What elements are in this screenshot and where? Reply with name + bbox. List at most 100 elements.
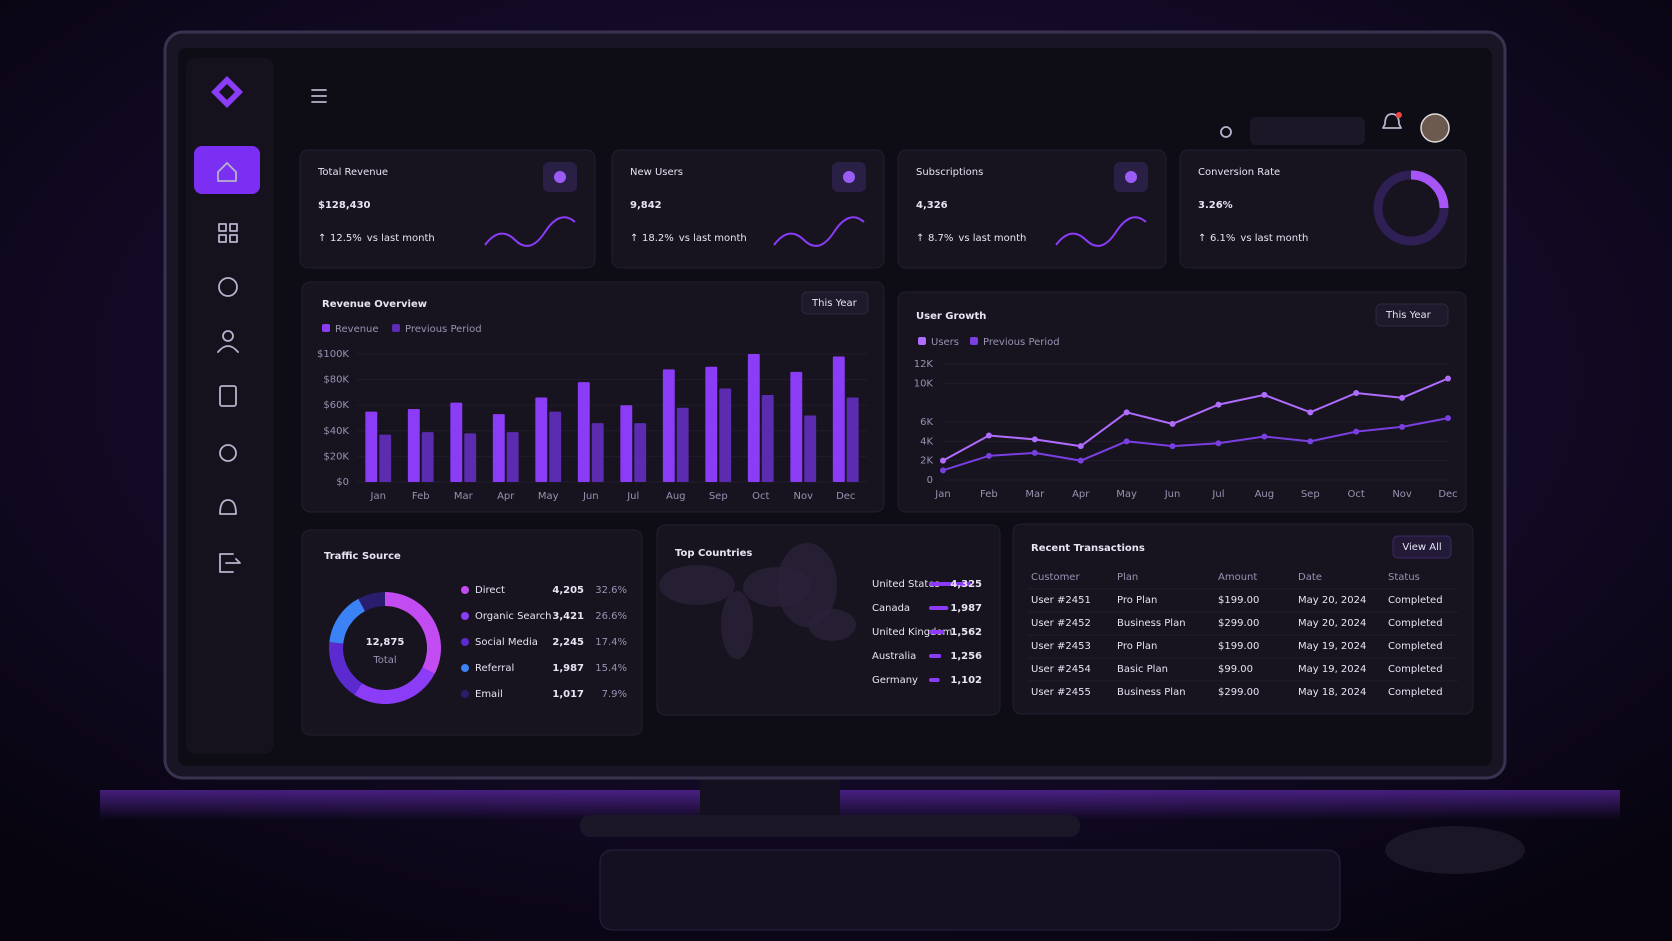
legend-label: Referral (475, 663, 514, 674)
search-button[interactable] (1220, 126, 1232, 138)
menu-button[interactable] (311, 89, 327, 103)
nav-notifications[interactable] (219, 499, 237, 515)
bar (464, 433, 477, 482)
nav-users[interactable] (222, 330, 234, 342)
panel (1012, 523, 1474, 715)
legend-label: Previous Period (405, 324, 482, 335)
point (1261, 433, 1268, 440)
bar (662, 369, 675, 482)
x-tick-label: Mar (454, 491, 474, 502)
kpi-note: vs last month (679, 233, 747, 244)
date-picker[interactable] (1250, 117, 1365, 145)
x-tick-label: Jan (370, 491, 386, 502)
table-cell: $299.00 (1218, 687, 1259, 698)
point (1399, 394, 1406, 401)
nav-analytics[interactable] (218, 277, 238, 297)
value-label: 1,987 (950, 603, 982, 614)
table-cell: Pro Plan (1117, 641, 1157, 652)
kpi-arrow: ↑ (318, 233, 326, 244)
point (1123, 438, 1130, 445)
nav-reports[interactable] (219, 385, 237, 407)
y-tick-label: $60K (323, 400, 349, 411)
bar (804, 415, 817, 482)
avatar[interactable] (1420, 113, 1450, 143)
kpi-value: 3.26% (1198, 200, 1233, 211)
point (1031, 449, 1038, 456)
x-tick-label: Oct (752, 491, 769, 502)
x-tick-label: Apr (497, 491, 515, 502)
share-label: 17.4% (595, 637, 627, 648)
legend-swatch (970, 337, 978, 345)
chart-title: Revenue Overview (322, 299, 427, 310)
x-tick-label: Nov (1392, 489, 1412, 500)
table-cell: $299.00 (1218, 618, 1259, 629)
column-header: Amount (1218, 572, 1257, 583)
point (1307, 438, 1314, 445)
x-tick-label: Feb (980, 489, 998, 500)
view-all-button[interactable] (1392, 535, 1452, 559)
y-tick-label: $100K (317, 349, 349, 360)
bar (379, 434, 392, 482)
x-tick-label: Jul (626, 491, 639, 502)
kpi-change: 18.2% (642, 233, 674, 244)
notification-button[interactable] (1382, 113, 1402, 129)
table-title: Recent Transactions (1031, 543, 1145, 554)
country-label: Canada (872, 603, 910, 614)
table-cell: Business Plan (1117, 687, 1186, 698)
nav-dashboard[interactable] (218, 223, 227, 232)
share-label: 15.4% (595, 663, 627, 674)
period-select[interactable] (801, 291, 869, 315)
bar (790, 371, 803, 482)
bar (535, 397, 548, 482)
table-cell: User #2451 (1031, 595, 1091, 606)
bar (450, 402, 463, 482)
point (985, 452, 992, 459)
period-select[interactable] (1375, 303, 1449, 327)
kpi-arrow: ↑ (916, 233, 924, 244)
keyboard (599, 849, 1341, 931)
kpi-arrow: ↑ (1198, 233, 1206, 244)
pie-slice (385, 592, 441, 674)
bar (492, 414, 505, 482)
country-label: United States (872, 579, 940, 590)
legend-label: Direct (475, 585, 505, 596)
table-cell: Completed (1388, 595, 1443, 606)
share-label: 32.6% (595, 585, 627, 596)
bar (719, 388, 732, 482)
x-tick-label: Dec (836, 491, 855, 502)
kpi-icon-glyph (1125, 171, 1137, 183)
table-cell: Completed (1388, 641, 1443, 652)
bar (676, 407, 689, 482)
kpi-note: vs last month (367, 233, 435, 244)
nav-icons (217, 223, 241, 573)
panel (301, 281, 885, 513)
bar (407, 409, 420, 482)
value-label: 2,245 (552, 637, 584, 648)
period-select-label: This Year (811, 298, 858, 309)
kpi-value: 4,326 (916, 200, 948, 211)
table-cell: $199.00 (1218, 595, 1259, 606)
bar (421, 432, 434, 482)
bar (577, 382, 590, 482)
line (942, 417, 1449, 472)
nav-users-body (217, 345, 239, 353)
nav-logout[interactable] (219, 553, 241, 573)
table-cell: User #2452 (1031, 618, 1091, 629)
line (942, 377, 1449, 462)
nav-settings[interactable] (219, 444, 237, 462)
column-header: Customer (1031, 572, 1080, 583)
y-tick-label: 12K (914, 359, 934, 370)
nav-home[interactable] (194, 146, 260, 194)
point (1031, 436, 1038, 443)
bar (832, 356, 845, 482)
chart-title: Traffic Source (324, 551, 401, 562)
table-cell: Completed (1388, 618, 1443, 629)
donut-total-label: Total (372, 655, 396, 666)
bar (591, 423, 604, 482)
bar (761, 394, 774, 482)
nav-dashboard-d (229, 234, 238, 243)
value-label: 1,017 (552, 689, 584, 700)
table-cell: User #2453 (1031, 641, 1091, 652)
table-cell: May 20, 2024 (1298, 618, 1366, 629)
nav-dashboard-b (229, 223, 238, 232)
